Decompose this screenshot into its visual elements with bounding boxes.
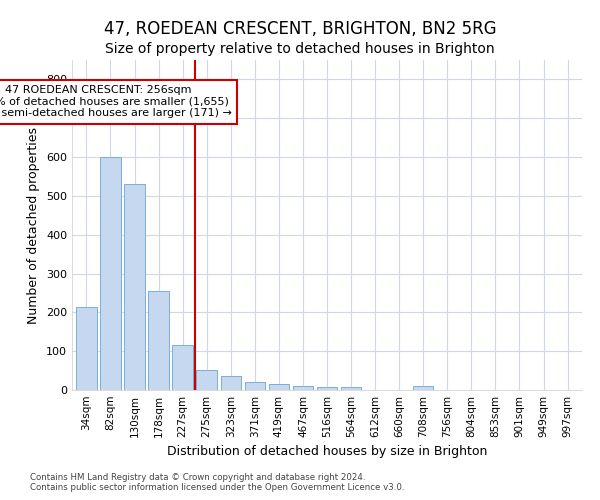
- Bar: [172, 344, 193, 390]
- Bar: [245, 382, 265, 390]
- Bar: [76, 306, 97, 390]
- Bar: [124, 184, 145, 390]
- Text: 47, ROEDEAN CRESCENT, BRIGHTON, BN2 5RG: 47, ROEDEAN CRESCENT, BRIGHTON, BN2 5RG: [104, 20, 496, 38]
- Bar: [341, 388, 361, 390]
- Bar: [317, 388, 337, 390]
- Bar: [413, 386, 433, 390]
- Bar: [221, 376, 241, 390]
- Bar: [148, 291, 169, 390]
- Text: 47 ROEDEAN CRESCENT: 256sqm
← 91% of detached houses are smaller (1,655)
9% of s: 47 ROEDEAN CRESCENT: 256sqm ← 91% of det…: [0, 85, 232, 118]
- Text: Contains public sector information licensed under the Open Government Licence v3: Contains public sector information licen…: [30, 484, 404, 492]
- Text: Size of property relative to detached houses in Brighton: Size of property relative to detached ho…: [105, 42, 495, 56]
- Bar: [100, 157, 121, 390]
- X-axis label: Distribution of detached houses by size in Brighton: Distribution of detached houses by size …: [167, 446, 487, 458]
- Bar: [293, 386, 313, 390]
- Text: Contains HM Land Registry data © Crown copyright and database right 2024.: Contains HM Land Registry data © Crown c…: [30, 474, 365, 482]
- Bar: [269, 384, 289, 390]
- Y-axis label: Number of detached properties: Number of detached properties: [28, 126, 40, 324]
- Bar: [196, 370, 217, 390]
